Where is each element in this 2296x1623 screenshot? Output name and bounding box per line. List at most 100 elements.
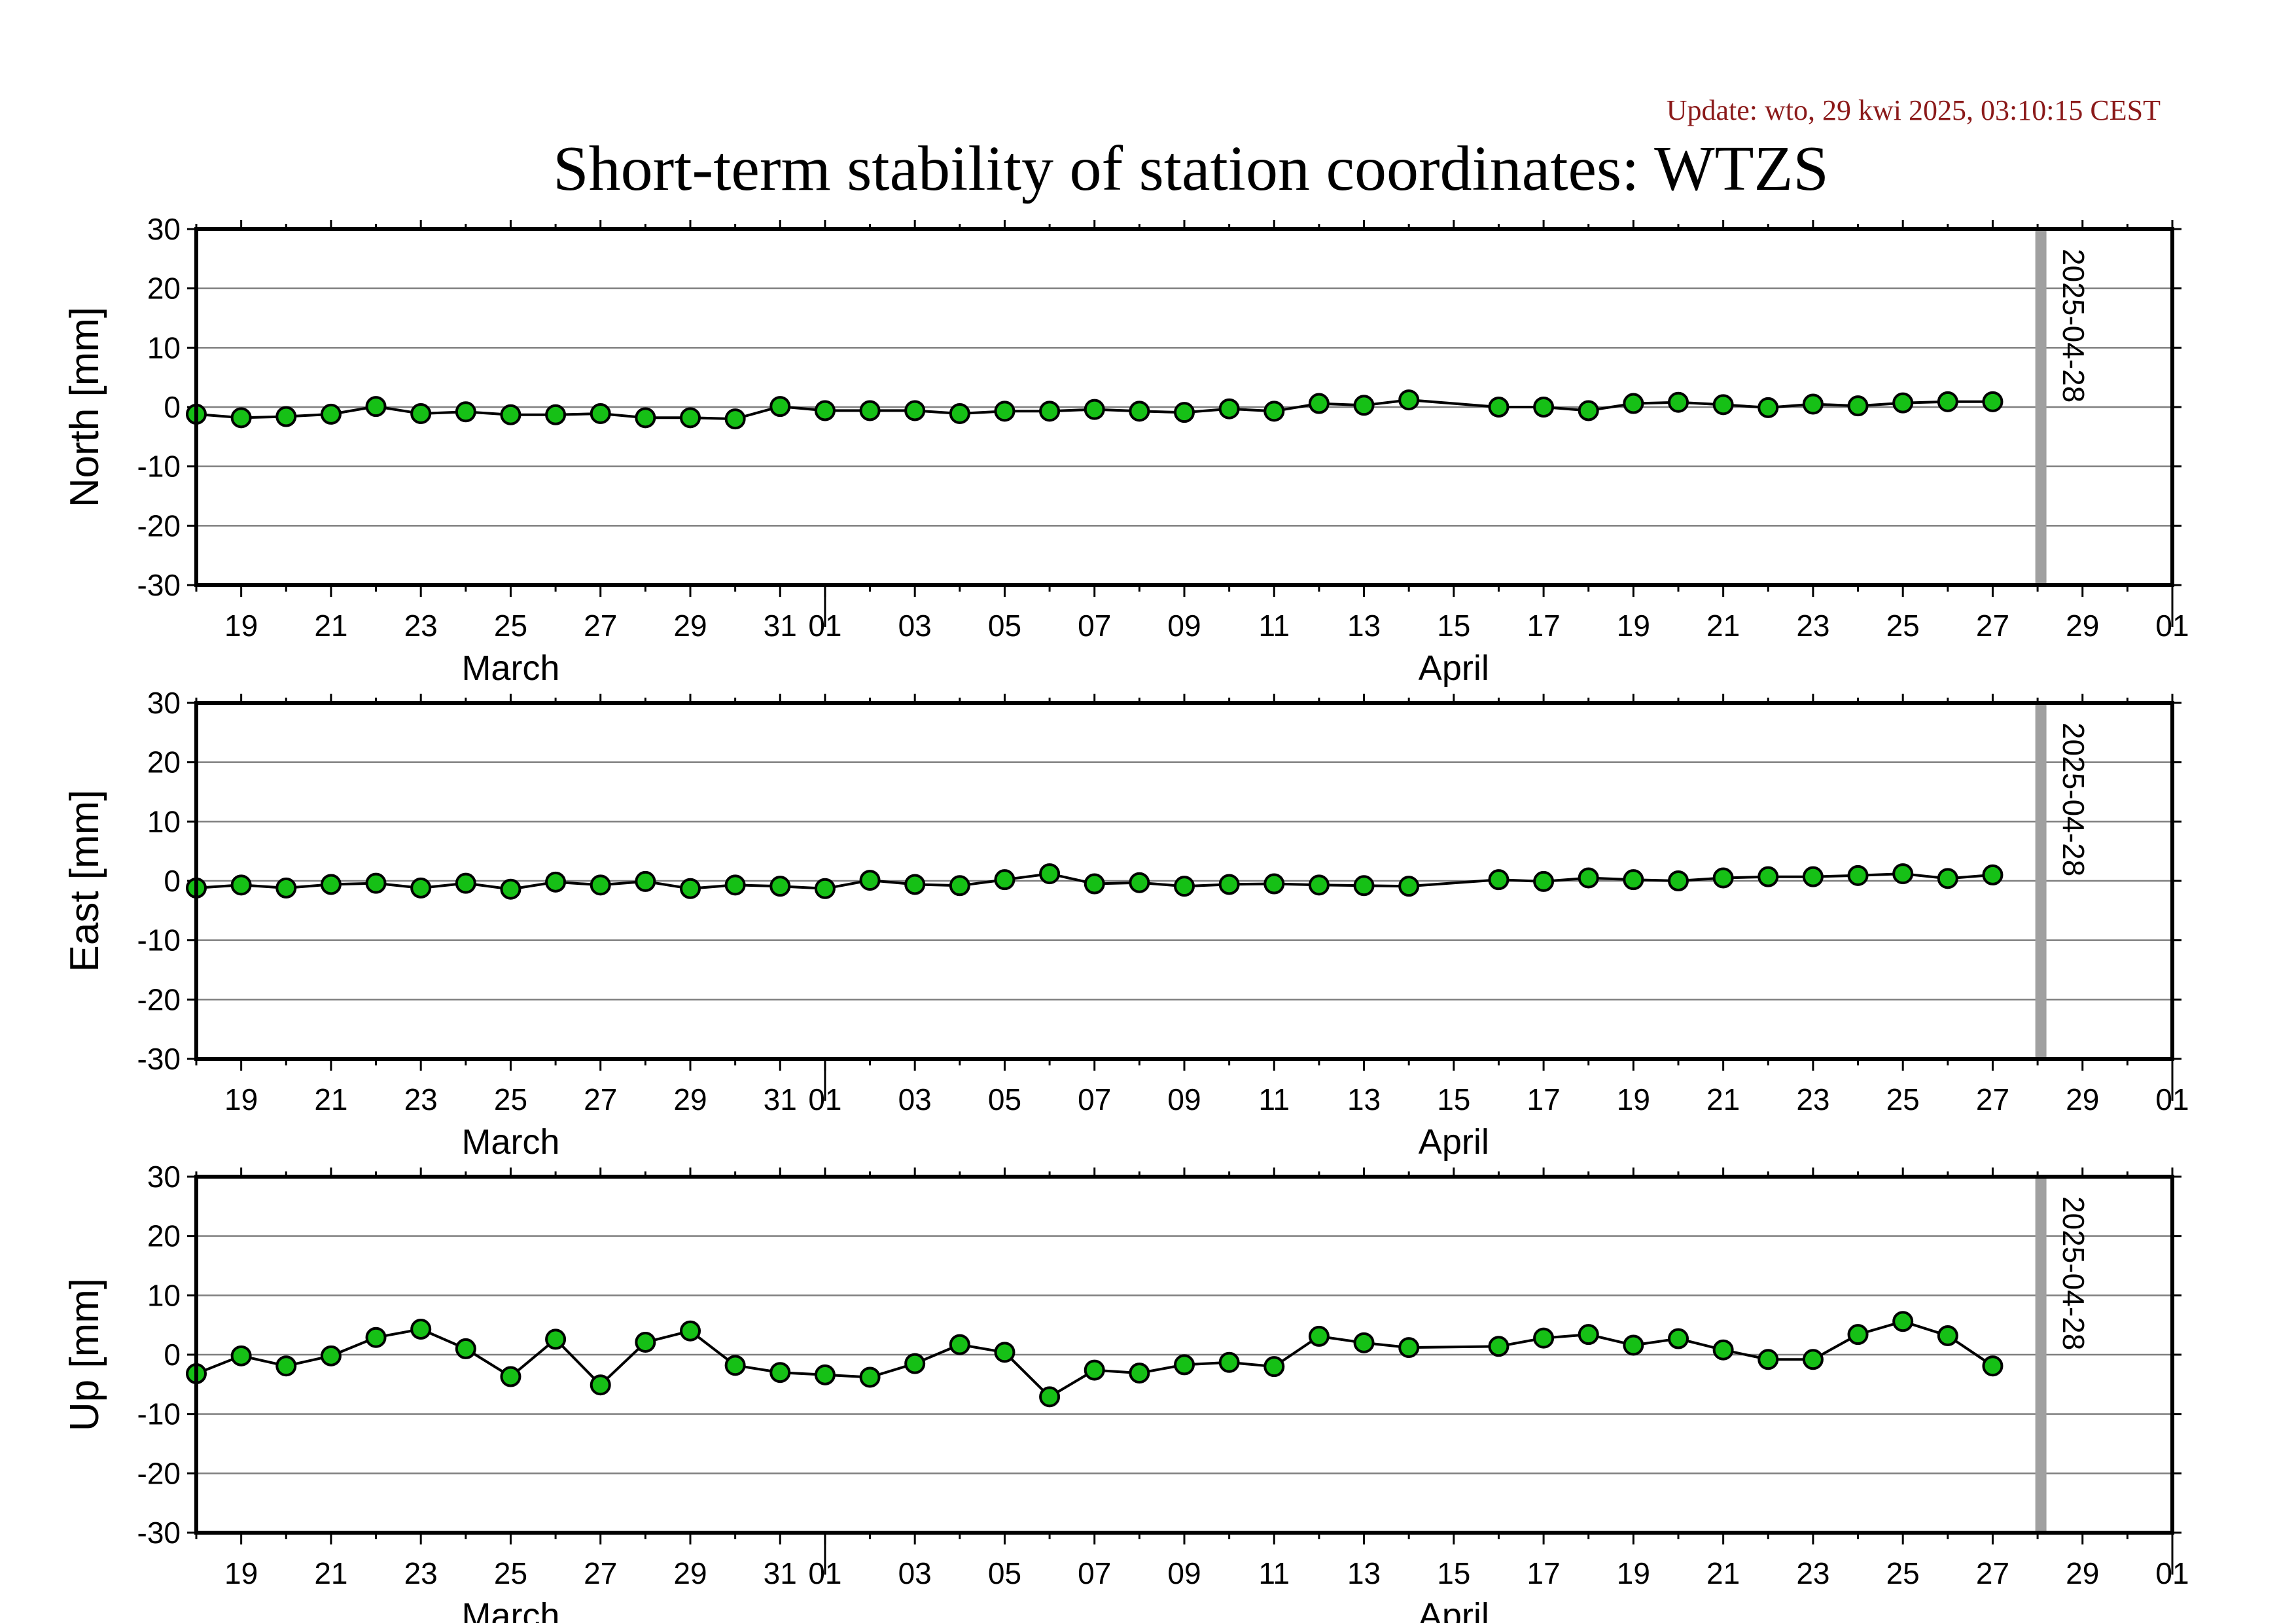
x-tick-label: 01 [808, 609, 841, 643]
data-point [1084, 399, 1105, 420]
x-tick-label: 01 [808, 1082, 841, 1116]
data-point [1623, 393, 1644, 414]
date-marker-label: 2025-04-28 [2057, 1196, 2091, 1350]
data-point [1039, 401, 1061, 422]
data-point [680, 1320, 701, 1342]
x-tick-label: 15 [1437, 609, 1470, 643]
data-point [904, 874, 926, 895]
x-tick-label: 31 [764, 1082, 797, 1116]
series-line [196, 1320, 1994, 1399]
data-point [1712, 394, 1734, 416]
y-tick-label: 10 [147, 804, 181, 838]
data-point [545, 404, 567, 425]
date-marker-label: 2025-04-28 [2057, 249, 2091, 402]
data-point [1712, 867, 1734, 889]
data-point [1668, 870, 1689, 891]
x-tick-label: 01 [2155, 1082, 2189, 1116]
x-tick-label: 21 [1706, 1082, 1740, 1116]
data-point [410, 402, 432, 424]
data-point [230, 1345, 252, 1366]
data-point [410, 877, 432, 899]
data-point [1353, 875, 1375, 897]
data-point [410, 1319, 432, 1340]
y-tick-label: -20 [137, 982, 181, 1016]
data-point [500, 1366, 521, 1387]
data-point [1982, 864, 2004, 885]
data-point [1084, 1359, 1105, 1381]
x-tick-label: 31 [764, 1556, 797, 1590]
data-point [365, 1327, 387, 1348]
data-point [1937, 1325, 1958, 1346]
data-point [949, 1334, 970, 1355]
month-label: April [1419, 1596, 1489, 1623]
data-point [859, 1366, 881, 1388]
data-point [320, 874, 342, 895]
data-point [275, 406, 297, 427]
data-point [635, 407, 656, 429]
x-tick-label: 25 [1886, 609, 1920, 643]
x-tick-label: 17 [1527, 1082, 1561, 1116]
data-point [365, 396, 387, 418]
x-tick-label: 23 [1796, 1082, 1829, 1116]
data-point [1847, 865, 1869, 886]
x-tick-label: 21 [1706, 609, 1740, 643]
data-point [1623, 1334, 1644, 1356]
data-point [724, 408, 746, 430]
data-point [769, 876, 791, 897]
x-tick-label: 21 [1706, 1556, 1740, 1590]
chart-panels: 30 20 10 0 -10 -20 -30 2025-04-28 19 21 23 25 27 29 31… [62, 212, 2189, 1623]
data-point [1757, 1349, 1779, 1370]
x-tick-label: 05 [988, 1556, 1021, 1590]
x-tick-label: 23 [404, 1082, 438, 1116]
month-label: April [1419, 649, 1489, 688]
data-point [1982, 391, 2004, 412]
y-tick-label: -30 [137, 1042, 181, 1076]
data-point [1129, 872, 1150, 893]
x-tick-label: 09 [1167, 1082, 1201, 1116]
data-point [545, 871, 567, 893]
month-label: March [461, 1122, 559, 1162]
data-point [814, 1364, 836, 1385]
x-tick-label: 05 [988, 1082, 1021, 1116]
data-point [1488, 1336, 1510, 1357]
data-point [994, 869, 1016, 891]
data-point [455, 1338, 476, 1359]
data-point [904, 1353, 926, 1374]
x-tick-label: 23 [1796, 1556, 1829, 1590]
chart-title: Short-term stability of station coordina… [553, 134, 1829, 204]
y-tick-label: 10 [147, 330, 181, 365]
x-tick-label: 25 [494, 1082, 527, 1116]
data-point [1802, 393, 1824, 415]
data-point [1712, 1339, 1734, 1361]
data-point [1937, 391, 1958, 412]
data-point [1263, 1356, 1285, 1378]
x-tick-label: 15 [1437, 1082, 1470, 1116]
data-point [769, 396, 791, 418]
month-label: March [461, 1596, 559, 1623]
data-point [859, 870, 881, 891]
data-point [1398, 876, 1420, 897]
data-point [1398, 389, 1420, 411]
data-point [769, 1362, 791, 1383]
y-tick-label: -10 [137, 923, 181, 957]
x-tick-label: 19 [224, 1556, 258, 1590]
data-point [365, 872, 387, 894]
x-tick-label: 25 [494, 1556, 527, 1590]
panel-3: 30 20 10 0 -10 -20 -30 2025-04-28 19 21 23 25 27 29 31… [62, 1160, 2189, 1623]
panel-2: 30 20 10 0 -10 -20 -30 2025-04-28 19 21 23 25 27 29 31… [62, 686, 2189, 1162]
x-tick-label: 13 [1347, 1556, 1381, 1590]
y-tick-label: -30 [137, 568, 181, 602]
data-point [1308, 393, 1330, 414]
data-point [1398, 1337, 1420, 1359]
x-tick-label: 29 [2066, 1082, 2099, 1116]
data-point [949, 875, 970, 897]
data-point [1218, 1351, 1240, 1373]
data-point [1129, 401, 1150, 422]
x-tick-label: 31 [764, 609, 797, 643]
data-point [590, 402, 611, 424]
data-point [1308, 1325, 1330, 1347]
data-point [1578, 1324, 1599, 1346]
data-point [1668, 391, 1689, 413]
y-axis-label: Up [mm] [62, 1278, 107, 1431]
data-point [859, 400, 881, 421]
